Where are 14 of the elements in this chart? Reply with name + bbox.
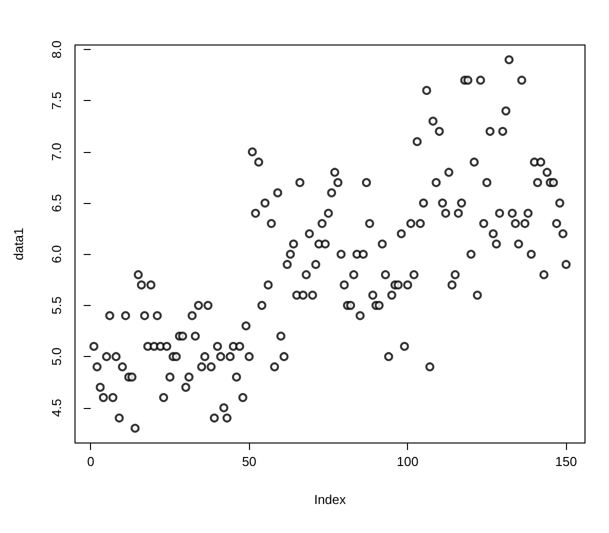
- y-tick-label: 7.0: [49, 142, 64, 161]
- x-tick-label: 150: [555, 454, 577, 469]
- y-tick-label: 5.0: [49, 348, 64, 366]
- y-tick-label: 6.0: [49, 245, 64, 264]
- y-tick-label: 8.0: [49, 40, 64, 59]
- y-tick-label: 7.5: [49, 92, 64, 110]
- y-tick-label: 4.5: [49, 398, 64, 417]
- x-tick-label: 100: [396, 454, 418, 469]
- x-tick-label: 0: [87, 454, 94, 469]
- y-axis-title: data1: [11, 228, 26, 260]
- x-tick-label: 50: [242, 454, 256, 469]
- y-tick-label: 5.5: [49, 296, 64, 314]
- x-axis-title: Index: [314, 492, 346, 507]
- y-tick-label: 6.5: [49, 194, 64, 212]
